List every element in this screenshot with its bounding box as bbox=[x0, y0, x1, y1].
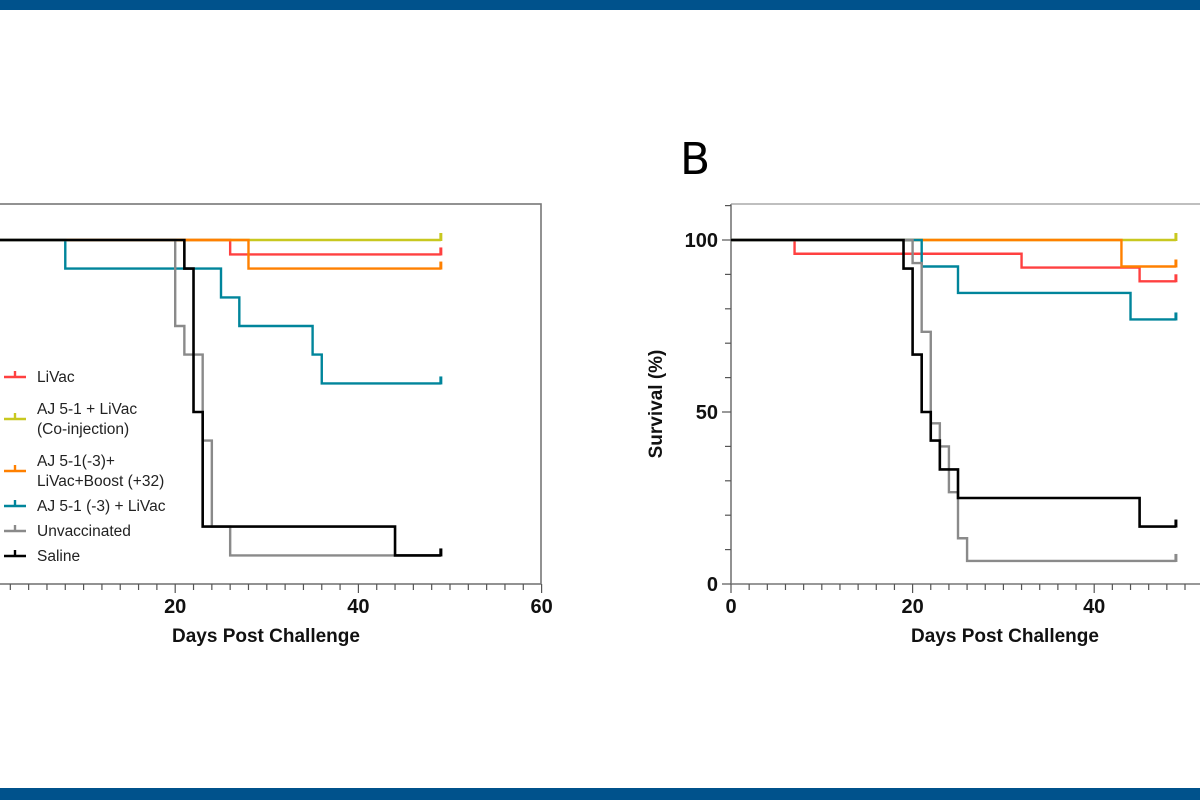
legend-item: LiVac bbox=[4, 369, 75, 386]
legend-label: (Co-injection) bbox=[37, 421, 129, 438]
legend-label: AJ 5-1 (-3) + LiVac bbox=[37, 498, 166, 515]
legend-label: AJ 5-1(-3)+ bbox=[37, 453, 115, 470]
legend-label: LiVac+Boost (+32) bbox=[37, 473, 164, 490]
survival-curve bbox=[731, 238, 1176, 268]
legend-item: AJ 5-1(-3)+ LiVac+Boost (+32) bbox=[4, 453, 164, 490]
legend-label: Unvaccinated bbox=[37, 523, 131, 540]
x-tick-label: 60 bbox=[530, 596, 552, 618]
legend-label: Saline bbox=[37, 548, 80, 565]
legend-item: AJ 5-1 (-3) + LiVac bbox=[4, 498, 166, 515]
bottom-banner bbox=[0, 788, 1200, 800]
legend-item: AJ 5-1 + LiVac (Co-injection) bbox=[4, 401, 137, 438]
survival-curve bbox=[731, 238, 1176, 563]
x-axis-title-b: Days Post Challenge bbox=[911, 626, 1099, 647]
legend-label: LiVac bbox=[37, 369, 75, 386]
y-axis-title-b: Survival (%) bbox=[646, 350, 667, 459]
y-tick-label: 50 bbox=[696, 402, 718, 424]
survival-curve bbox=[0, 238, 441, 385]
x-tick-label: 0 bbox=[725, 596, 736, 618]
x-tick-label: 20 bbox=[164, 596, 186, 618]
survival-curve bbox=[731, 238, 1176, 321]
survival-curve bbox=[731, 238, 1176, 528]
legend-label: AJ 5-1 + LiVac bbox=[37, 401, 137, 418]
x-axis-title-a: Days Post Challenge bbox=[172, 626, 360, 647]
x-tick-label: 40 bbox=[347, 596, 369, 618]
panel-label-b: B bbox=[680, 134, 710, 185]
chart-panel-a: Days Post Challenge 20 40 60 LiVac AJ 5-1 + … bbox=[0, 203, 553, 647]
top-banner bbox=[0, 0, 1200, 10]
x-tick-label: 20 bbox=[901, 596, 923, 618]
y-tick-label: 100 bbox=[685, 230, 718, 252]
legend-item: Unvaccinated bbox=[4, 523, 131, 540]
survival-curve bbox=[0, 238, 441, 557]
y-tick-label: 0 bbox=[707, 574, 718, 596]
chart-panel-b: B Days Post Challenge Survival (%) 0 20 40… bbox=[646, 134, 1200, 647]
survival-curve bbox=[731, 238, 1176, 283]
x-tick-label: 40 bbox=[1083, 596, 1105, 618]
legend-item: Saline bbox=[4, 548, 80, 565]
legend: LiVac AJ 5-1 + LiVac (Co-injection) AJ 5-1(… bbox=[4, 369, 166, 565]
survival-curve bbox=[0, 238, 441, 557]
